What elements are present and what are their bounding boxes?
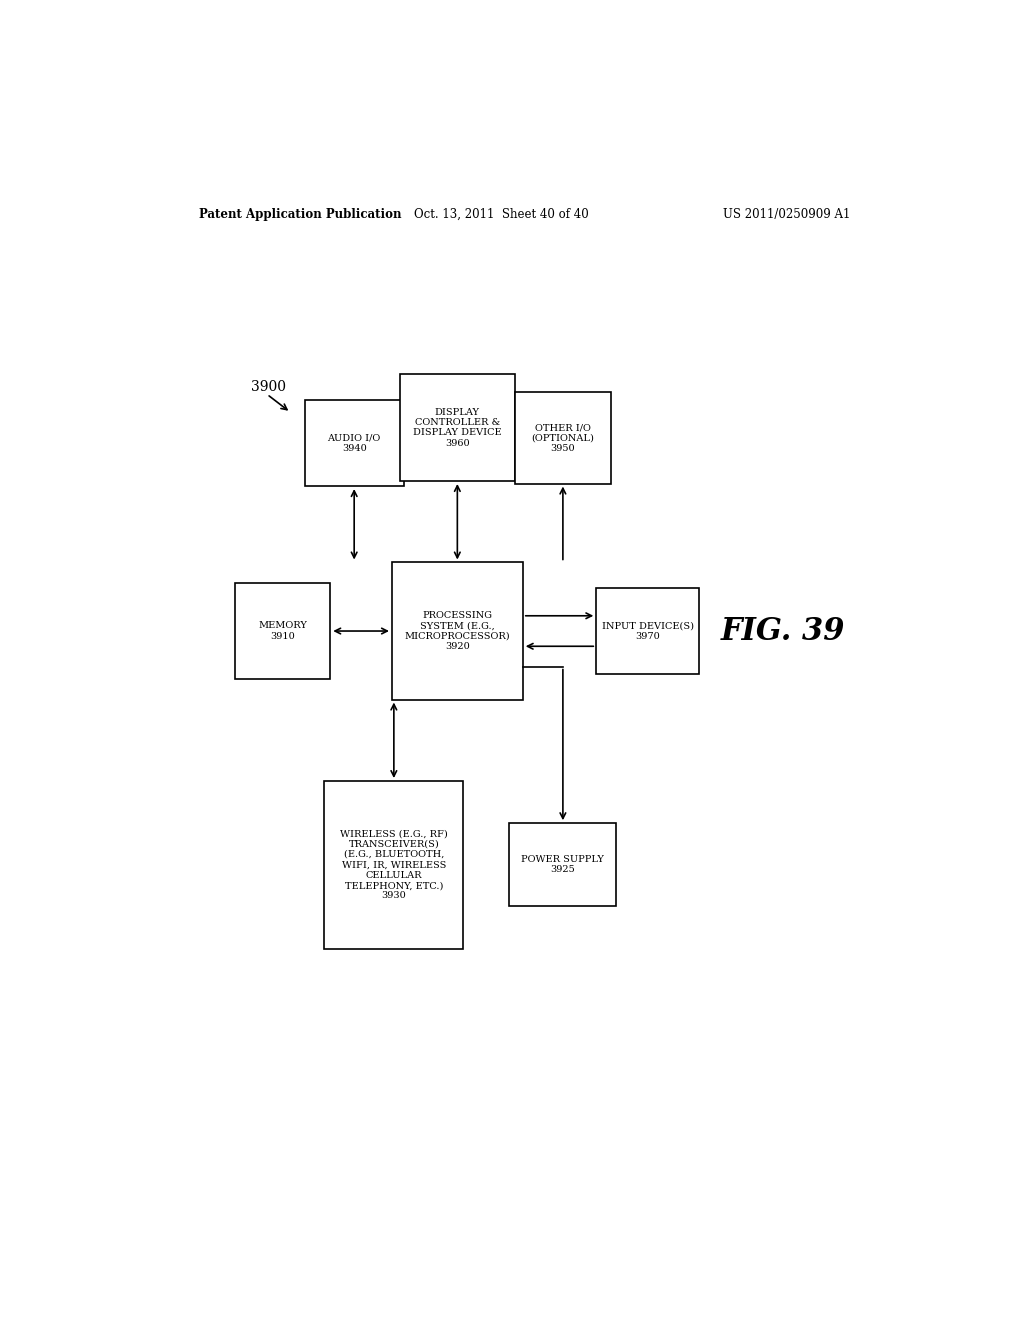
Bar	[515, 392, 610, 483]
Text: INPUT DEVICE(S)
3970: INPUT DEVICE(S) 3970	[602, 622, 694, 640]
Text: DISPLAY
CONTROLLER &
DISPLAY DEVICE
3960: DISPLAY CONTROLLER & DISPLAY DEVICE 3960	[413, 408, 502, 447]
Text: AUDIO I/O
3940: AUDIO I/O 3940	[328, 433, 381, 453]
Text: 3900: 3900	[251, 380, 286, 395]
Text: Patent Application Publication: Patent Application Publication	[200, 207, 402, 220]
Bar	[236, 582, 331, 680]
Text: POWER SUPPLY
3925: POWER SUPPLY 3925	[521, 855, 604, 874]
Text: Oct. 13, 2011  Sheet 40 of 40: Oct. 13, 2011 Sheet 40 of 40	[414, 207, 589, 220]
Bar	[325, 781, 463, 949]
Bar	[509, 824, 616, 907]
Text: PROCESSING
SYSTEM (E.G.,
MICROPROCESSOR)
3920: PROCESSING SYSTEM (E.G., MICROPROCESSOR)…	[404, 611, 510, 651]
Text: WIRELESS (E.G., RF)
TRANSCEIVER(S)
(E.G., BLUETOOTH,
WIFI, IR, WIRELESS
CELLULAR: WIRELESS (E.G., RF) TRANSCEIVER(S) (E.G.…	[340, 829, 447, 900]
Text: FIG. 39: FIG. 39	[721, 615, 845, 647]
Bar	[399, 375, 515, 480]
Bar	[304, 400, 403, 486]
Text: MEMORY
3910: MEMORY 3910	[258, 622, 307, 640]
Text: OTHER I/O
(OPTIONAL)
3950: OTHER I/O (OPTIONAL) 3950	[531, 422, 594, 453]
Bar	[392, 562, 523, 700]
Text: US 2011/0250909 A1: US 2011/0250909 A1	[723, 207, 850, 220]
Bar	[596, 587, 699, 675]
